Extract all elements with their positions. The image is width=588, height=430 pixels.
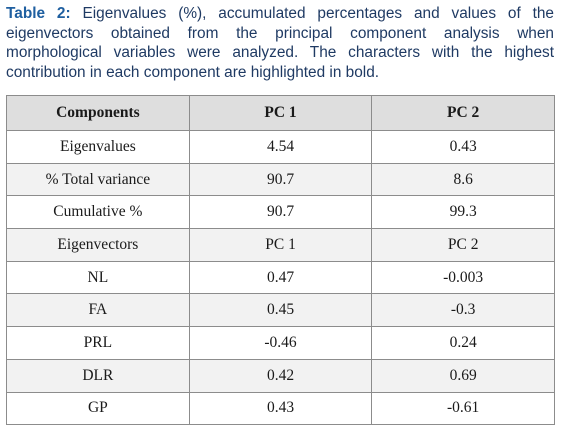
pc2-value: PC 2 bbox=[371, 228, 555, 262]
table-row: Cumulative % 90.7 99.3 bbox=[6, 195, 555, 230]
table-row: Eigenvalues 4.54 0.43 bbox=[6, 130, 555, 164]
pc1-value: 0.42 bbox=[188, 358, 373, 393]
row-label: Cumulative % bbox=[6, 195, 190, 230]
header-pc2: PC 2 bbox=[371, 95, 555, 131]
row-label: GP bbox=[6, 391, 190, 426]
table-header-row: Components PC 1 PC 2 bbox=[6, 95, 555, 131]
table-row: DLR 0.42 0.69 bbox=[6, 358, 555, 393]
pc2-value: 0.24 bbox=[371, 326, 555, 360]
row-label: FA bbox=[6, 293, 190, 328]
pc2-value: 99.3 bbox=[371, 195, 555, 230]
header-components: Components bbox=[6, 95, 190, 131]
row-label: Eigenvectors bbox=[6, 228, 190, 262]
row-label: NL bbox=[6, 260, 190, 295]
table-row: PRL -0.46 0.24 bbox=[6, 326, 555, 360]
pc1-value: 4.54 bbox=[188, 130, 373, 164]
row-label: % Total variance bbox=[6, 162, 190, 197]
table-caption: Table 2: Eigenvalues (%), accumulated pe… bbox=[6, 4, 554, 82]
table-row: FA 0.45 -0.3 bbox=[6, 293, 555, 328]
pc2-value: -0.003 bbox=[371, 260, 555, 295]
data-table: Components PC 1 PC 2 Eigenvalues 4.54 0.… bbox=[6, 95, 555, 426]
table-row: Eigenvectors PC 1 PC 2 bbox=[6, 228, 555, 262]
pc1-value: 90.7 bbox=[188, 195, 373, 230]
row-label: DLR bbox=[6, 358, 190, 393]
pc2-value: 8.6 bbox=[371, 162, 555, 197]
row-label: Eigenvalues bbox=[6, 130, 190, 164]
pc1-value: PC 1 bbox=[188, 228, 373, 262]
caption-label: Table 2: bbox=[6, 5, 71, 22]
pc2-value: -0.61 bbox=[371, 391, 555, 426]
pc1-value: 0.47 bbox=[188, 260, 373, 295]
pc1-value: 0.45 bbox=[188, 293, 373, 328]
pc2-value: 0.43 bbox=[371, 130, 555, 164]
pc2-value: 0.69 bbox=[371, 358, 555, 393]
pc1-value: 90.7 bbox=[188, 162, 373, 197]
table-row: NL 0.47 -0.003 bbox=[6, 260, 555, 295]
caption-text: Eigenvalues (%), accumulated percentages… bbox=[6, 5, 554, 81]
row-label: PRL bbox=[6, 326, 190, 360]
table-row: GP 0.43 -0.61 bbox=[6, 391, 555, 426]
pc1-value: 0.43 bbox=[188, 391, 373, 426]
pc2-value: -0.3 bbox=[371, 293, 555, 328]
table-row: % Total variance 90.7 8.6 bbox=[6, 162, 555, 197]
pc1-value: -0.46 bbox=[188, 326, 373, 360]
header-pc1: PC 1 bbox=[188, 95, 373, 131]
